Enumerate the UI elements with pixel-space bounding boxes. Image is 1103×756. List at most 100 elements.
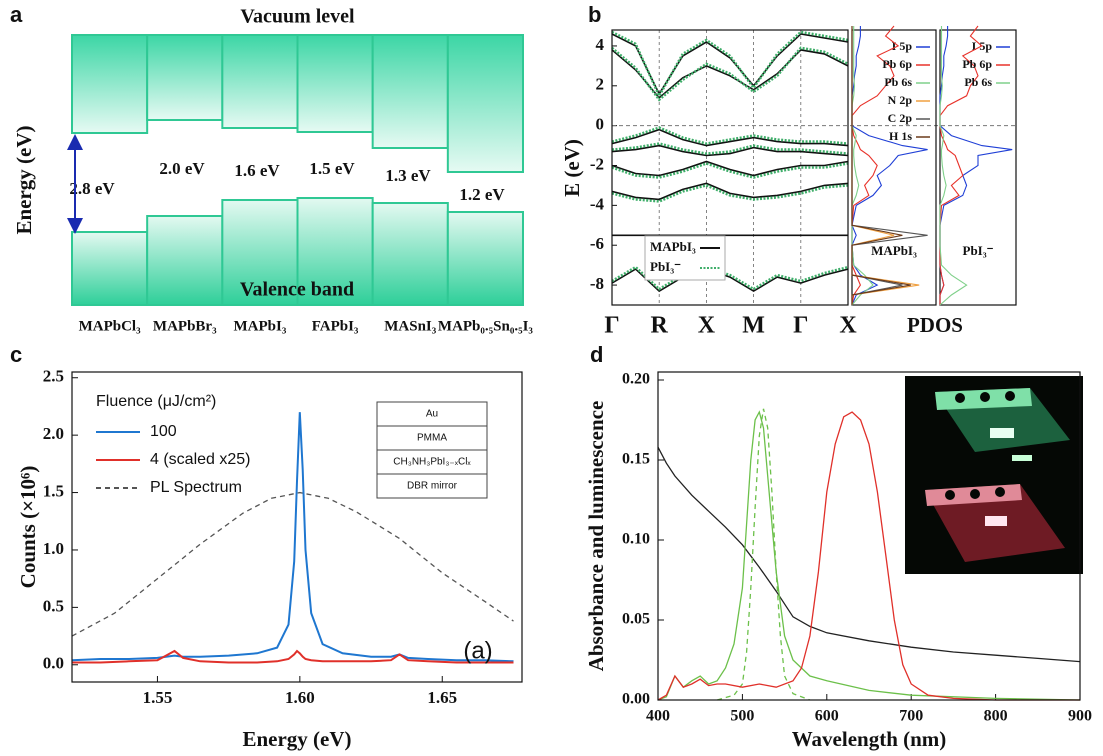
legend-label: I 5p	[892, 39, 913, 53]
band	[611, 46, 849, 102]
y-tick-label: 0.20	[622, 371, 650, 388]
y-tick-label: 2.0	[43, 424, 64, 443]
series-line	[72, 649, 514, 664]
panel-letter: d	[590, 342, 603, 367]
x-tick-label: 500	[730, 708, 754, 725]
legend-label: N 2p	[888, 93, 913, 107]
series-line	[71, 491, 514, 637]
y-tick-label: 0.5	[43, 596, 64, 615]
pdos-curve	[851, 26, 911, 305]
annotation: (a)	[463, 637, 492, 664]
gap-label: 1.5 eV	[309, 159, 355, 178]
x-tick-label: X	[839, 313, 857, 339]
layer-label: PMMA	[417, 433, 447, 444]
y-tick-label: 0.05	[622, 611, 650, 628]
category-label: MAPb₀.₅Sn₀.₅I₃	[438, 318, 534, 334]
plot-frame	[611, 29, 849, 306]
x-tick-label: 1.60	[285, 688, 315, 707]
title: Vacuum level	[240, 6, 355, 28]
y-tick-label: 0.10	[622, 531, 650, 548]
valence-band	[71, 231, 149, 306]
plot-frame	[657, 371, 1081, 701]
pdos-curve	[939, 25, 983, 305]
gap-label: 2.8 eV	[69, 179, 115, 198]
band	[611, 30, 849, 99]
legend-label: Pb 6s	[964, 75, 992, 89]
category-label: MAPbI₃	[233, 318, 286, 334]
pdos-frame	[851, 29, 937, 306]
legend-label: Pb 6p	[962, 57, 992, 71]
legend-label: Pb 6s	[884, 75, 912, 89]
gap-label: 1.3 eV	[385, 166, 431, 185]
valence-band	[146, 215, 224, 306]
band	[611, 162, 849, 179]
conduction-band	[371, 34, 449, 149]
y-tick-label: -8	[590, 274, 604, 293]
pdos-curve	[851, 26, 874, 306]
panel-letter: a	[10, 2, 23, 27]
valence-band	[371, 202, 449, 306]
layer-box	[376, 425, 488, 451]
y-tick-label: 2	[596, 75, 605, 94]
x-tick-label: 700	[899, 708, 923, 725]
layer-box	[376, 473, 488, 499]
legend-box	[644, 235, 726, 281]
pdos-panel-label: PbI₃⁻	[963, 243, 994, 258]
x-tick-label: 800	[984, 708, 1008, 725]
layer-box	[376, 401, 488, 427]
layer-label: Au	[426, 409, 438, 420]
panel-letter: c	[10, 342, 22, 367]
x-tick-label: M	[742, 313, 765, 339]
x-tick-label: 600	[815, 708, 839, 725]
y-tick-label: 0.00	[622, 691, 650, 708]
y-tick-label: 1.5	[43, 481, 64, 500]
band	[611, 184, 849, 203]
series-line	[657, 446, 1081, 663]
x-axis-label: Energy (eV)	[242, 727, 351, 751]
gap-label: 2.0 eV	[159, 159, 205, 178]
x-tick-label: 900	[1068, 708, 1092, 725]
legend-label: H 1s	[889, 129, 912, 143]
legend-label: PL Spectrum	[150, 479, 242, 496]
gap-label: 1.2 eV	[459, 185, 505, 204]
legend-label: 4 (scaled x25)	[150, 451, 251, 468]
y-axis-label: Energy (eV)	[12, 125, 36, 234]
legend-label: 100	[150, 423, 177, 440]
band	[611, 142, 849, 155]
valence-band	[296, 197, 374, 306]
x-tick-label: 1.55	[143, 688, 173, 707]
band	[611, 182, 849, 201]
layer-label: CH₃NH₃PbI₃₋ₓClₓ	[393, 457, 471, 468]
band	[611, 268, 849, 293]
legend-label: C 2p	[888, 111, 913, 125]
plot-frame	[71, 371, 523, 683]
x-tick-label: Γ	[793, 313, 808, 339]
conduction-band	[446, 34, 525, 173]
pdos-panel-label: MAPbI₃	[871, 243, 917, 258]
y-tick-label: 4	[596, 35, 605, 54]
series-line	[657, 410, 1081, 701]
y-axis-label: E (eV)	[560, 139, 584, 197]
legend-label: MAPbI₃	[650, 239, 696, 254]
x-tick-label: 1.65	[427, 688, 457, 707]
category-label: FAPbI₃	[312, 318, 359, 334]
panel-letter: b	[588, 2, 601, 27]
band	[611, 144, 849, 157]
x-axis-label: Wavelength (nm)	[792, 727, 947, 751]
x-tick-label: R	[651, 313, 669, 339]
x-tick-label: 400	[646, 708, 670, 725]
legend-title: Fluence (μJ/cm²)	[96, 393, 216, 410]
y-tick-label: 0.0	[43, 654, 64, 673]
y-tick-label: 0.15	[622, 451, 650, 468]
layer-box	[376, 449, 488, 475]
legend-label: Pb 6p	[882, 57, 912, 71]
conduction-band	[146, 34, 224, 121]
y-axis-label: Counts (×10⁶)	[16, 466, 40, 589]
category-label: MAPbBr₃	[153, 318, 217, 334]
category-label: MASnI₃	[384, 318, 437, 334]
photo-inset	[905, 376, 1083, 574]
y-tick-label: 0	[596, 115, 605, 134]
y-axis-label: Absorbance and luminescence	[584, 401, 608, 672]
x-tick-label: Γ	[604, 313, 619, 339]
category-label: MAPbCl₃	[79, 318, 141, 334]
